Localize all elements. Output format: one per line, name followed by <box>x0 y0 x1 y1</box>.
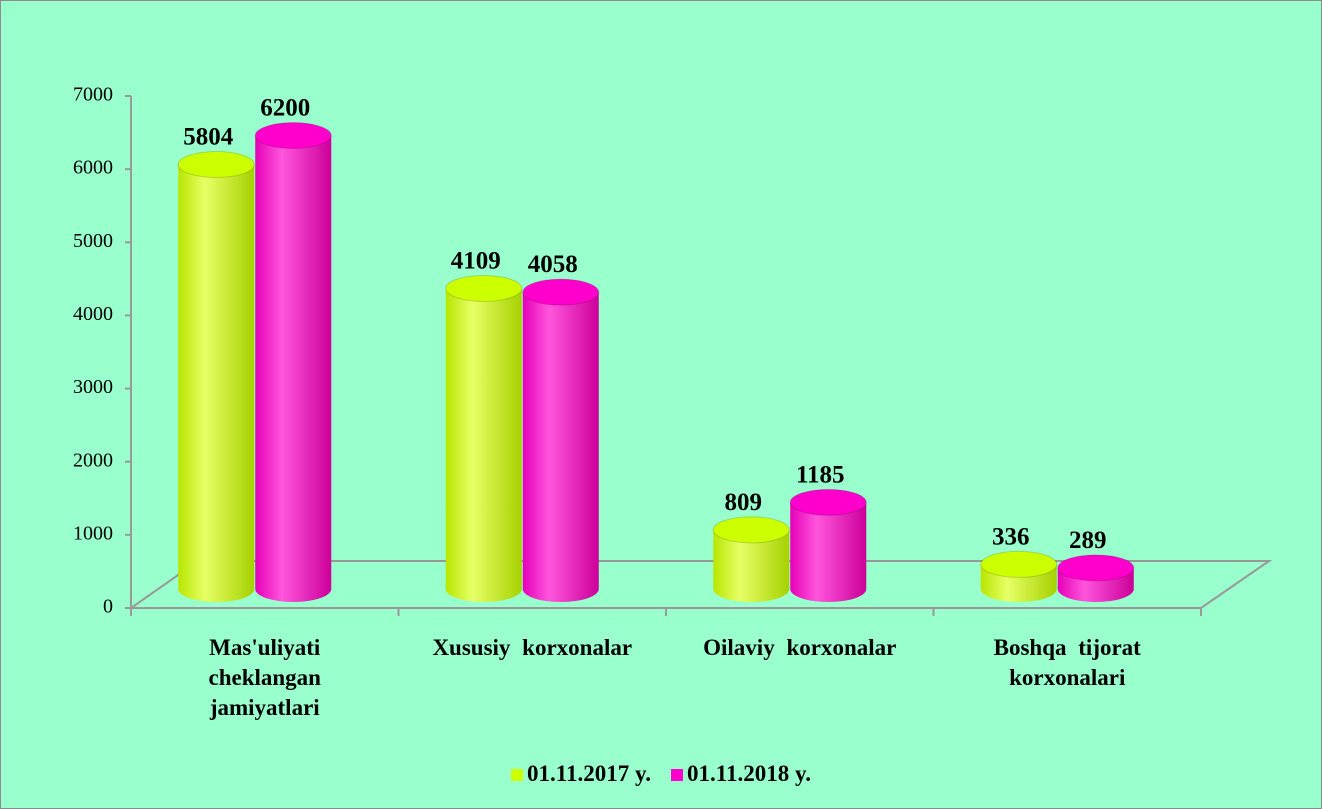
data-label: 5804 <box>183 123 234 150</box>
y-tick-label: 6000 <box>73 157 113 179</box>
data-label: 1185 <box>796 461 845 488</box>
data-label: 6200 <box>260 95 310 122</box>
x-tick-label: Boshqa tijorat korxonalari <box>993 635 1141 690</box>
bar <box>1057 554 1135 602</box>
bar-body <box>522 292 599 602</box>
y-tick-label: 0 <box>103 596 113 618</box>
bar-top <box>789 488 867 516</box>
x-tick-label: Xususiy korxonalar <box>432 635 633 660</box>
bar <box>789 488 867 602</box>
legend-item: 01.11.2018 y. <box>671 761 811 787</box>
bar-body <box>790 502 867 602</box>
bar <box>522 278 600 602</box>
legend-swatch <box>511 769 524 781</box>
y-tick-label: 5000 <box>73 230 113 252</box>
bar-top <box>177 150 255 178</box>
bar <box>177 150 255 602</box>
y-tick-label: 1000 <box>73 522 113 544</box>
bar-top <box>712 516 790 544</box>
y-tick-label: 3000 <box>73 376 113 398</box>
legend-swatch <box>671 769 683 781</box>
bar-body <box>255 135 332 602</box>
legend-item: 01.11.2017 y. <box>511 761 651 787</box>
x-tick-label: Oilaviy korxonalar <box>703 635 897 660</box>
y-tick-label: 2000 <box>73 449 113 471</box>
bar <box>980 550 1058 602</box>
bar-body <box>445 288 522 602</box>
bar-top <box>980 550 1058 578</box>
y-tick-label: 7000 <box>73 84 113 106</box>
bar-top <box>445 274 523 302</box>
data-label: 809 <box>725 489 763 516</box>
x-tick-label: Mas'uliyati cheklangan jamiyatlari <box>208 635 321 720</box>
data-label: 336 <box>992 523 1030 550</box>
bar <box>445 274 523 602</box>
legend: 01.11.2017 y. 01.11.2018 y. <box>1 761 1321 787</box>
legend-label: 01.11.2017 y. <box>527 761 651 786</box>
bar-top <box>1057 554 1135 582</box>
bar-top <box>254 122 332 150</box>
data-label: 289 <box>1069 527 1107 554</box>
bar-body <box>178 164 255 602</box>
legend-label: 01.11.2018 y. <box>687 761 811 786</box>
bar-top <box>522 278 600 306</box>
data-label: 4109 <box>451 247 501 274</box>
data-label: 4058 <box>528 251 578 278</box>
bar <box>712 516 790 602</box>
bar-body <box>713 529 790 602</box>
y-tick-label: 4000 <box>73 303 113 325</box>
bar <box>254 122 332 602</box>
